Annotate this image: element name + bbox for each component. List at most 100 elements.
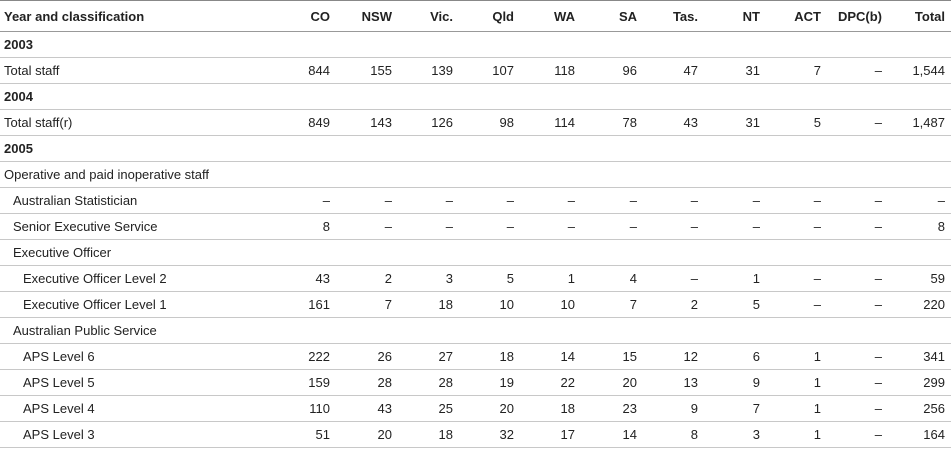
- cell: –: [827, 369, 888, 396]
- column-header: NT: [704, 0, 766, 32]
- row-label: APS Level 3: [0, 421, 290, 448]
- cell: –: [336, 213, 398, 240]
- table-row: APS Level 6 222 26 27 18 14 15 12 6 1–341: [0, 343, 951, 370]
- table-row: APS Level 3 51 20 18 32 17 14 8 3 1–164: [0, 421, 951, 448]
- table-row: Total staff(r) 849 143 126 98 114 78 43 31 5–1,48…: [0, 109, 951, 136]
- cell: 110: [290, 395, 336, 422]
- cell: –: [643, 265, 704, 292]
- row-label: APS Level 4: [0, 395, 290, 422]
- cell: 7: [336, 291, 398, 318]
- cell: –: [766, 187, 827, 214]
- cell: 9: [704, 369, 766, 396]
- cell: 23: [581, 395, 643, 422]
- cell: 1: [766, 395, 827, 422]
- row-label: Senior Executive Service: [0, 213, 290, 240]
- cell: 20: [336, 421, 398, 448]
- table-row: Australian Public Service: [0, 317, 951, 344]
- cell: 10: [520, 291, 581, 318]
- cell: –: [520, 213, 581, 240]
- table-row: Senior Executive Service 8– – – – – – – – –8: [0, 213, 951, 240]
- cell: –: [827, 421, 888, 448]
- cell: –: [827, 213, 888, 240]
- cell: 341: [888, 343, 951, 370]
- cell: 3: [398, 265, 459, 292]
- cell: –: [766, 265, 827, 292]
- cell: 18: [398, 291, 459, 318]
- column-header: NSW: [336, 0, 398, 32]
- cell: –: [827, 343, 888, 370]
- cell: 1,487: [888, 109, 951, 136]
- cell: 7: [766, 57, 827, 84]
- row-label: Operative and paid inoperative staff: [0, 161, 951, 188]
- cell: –: [290, 187, 336, 214]
- cell: 118: [520, 57, 581, 84]
- column-header: CO: [290, 0, 336, 32]
- column-header: Qld: [459, 0, 520, 32]
- cell: 844: [290, 57, 336, 84]
- table-row: 2003: [0, 31, 951, 58]
- cell: 5: [459, 265, 520, 292]
- cell: –: [520, 187, 581, 214]
- cell: –: [827, 109, 888, 136]
- cell: 7: [581, 291, 643, 318]
- cell: –: [643, 213, 704, 240]
- table-row: 2005: [0, 135, 951, 162]
- cell: 18: [398, 421, 459, 448]
- table-row: APS Level 5 159 28 28 19 22 20 13 9 1–299: [0, 369, 951, 396]
- cell: 20: [581, 369, 643, 396]
- row-label: APS Level 5: [0, 369, 290, 396]
- column-header: DPC(b): [827, 0, 888, 32]
- cell: 27: [398, 343, 459, 370]
- cell: 164: [888, 421, 951, 448]
- cell: 20: [459, 395, 520, 422]
- cell: 155: [336, 57, 398, 84]
- cell: 31: [704, 57, 766, 84]
- cell: 43: [643, 109, 704, 136]
- cell: 28: [336, 369, 398, 396]
- column-header: Tas.: [643, 0, 704, 32]
- cell: 13: [643, 369, 704, 396]
- cell: –: [704, 187, 766, 214]
- cell: 161: [290, 291, 336, 318]
- row-label: Total staff: [0, 57, 290, 84]
- cell: 17: [520, 421, 581, 448]
- row-label: 2004: [0, 83, 951, 110]
- column-header: ACT: [766, 0, 827, 32]
- table-row: Australian Statistician – – – – – – – – – – –: [0, 187, 951, 214]
- cell: –: [827, 187, 888, 214]
- cell: 256: [888, 395, 951, 422]
- cell: –: [827, 57, 888, 84]
- cell: –: [766, 213, 827, 240]
- cell: 32: [459, 421, 520, 448]
- cell: 3: [704, 421, 766, 448]
- row-label: Executive Officer Level 2: [0, 265, 290, 292]
- cell: –: [766, 291, 827, 318]
- cell: 59: [888, 265, 951, 292]
- column-header: Vic.: [398, 0, 459, 32]
- cell: 25: [398, 395, 459, 422]
- cell: 14: [581, 421, 643, 448]
- cell: 18: [520, 395, 581, 422]
- cell: –: [581, 187, 643, 214]
- cell: 1: [766, 343, 827, 370]
- cell: 2: [643, 291, 704, 318]
- cell: –: [398, 213, 459, 240]
- cell: –: [643, 187, 704, 214]
- cell: 26: [336, 343, 398, 370]
- column-header: SA: [581, 0, 643, 32]
- cell: 98: [459, 109, 520, 136]
- cell: 299: [888, 369, 951, 396]
- row-label: Australian Statistician: [0, 187, 290, 214]
- cell: 159: [290, 369, 336, 396]
- row-label: APS Level 6: [0, 343, 290, 370]
- cell: 15: [581, 343, 643, 370]
- cell: 78: [581, 109, 643, 136]
- cell: 14: [520, 343, 581, 370]
- table-row: APS Level 4 110 43 25 20 18 23 9 7 1–256: [0, 395, 951, 422]
- cell: 1: [766, 369, 827, 396]
- table-row: 2004: [0, 83, 951, 110]
- cell: –: [827, 395, 888, 422]
- row-label: Total staff(r): [0, 109, 290, 136]
- column-header: WA: [520, 0, 581, 32]
